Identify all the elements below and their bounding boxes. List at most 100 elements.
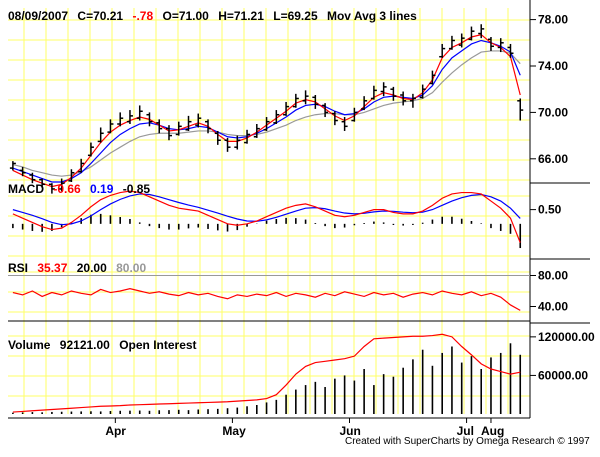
rsi-value-2: 20.00 bbox=[77, 261, 107, 275]
price-tick-label: 78.00 bbox=[538, 13, 568, 27]
price-bar bbox=[136, 105, 143, 121]
price-bar bbox=[185, 115, 192, 131]
price-bar bbox=[273, 110, 280, 124]
rsi-header: RSI 35.37 20.00 80.00 bbox=[8, 261, 146, 275]
price-tick-label: 74.00 bbox=[538, 59, 568, 73]
open-interest-line bbox=[12, 333, 521, 413]
volume-value: 92121.00 bbox=[60, 338, 110, 352]
price-bar bbox=[68, 169, 75, 182]
price-bar bbox=[380, 82, 387, 97]
price-bar bbox=[58, 178, 65, 192]
volume-tick-label: 120000.00 bbox=[538, 330, 595, 344]
open-interest-label: Open Interest bbox=[119, 338, 196, 352]
price-bar bbox=[156, 119, 163, 134]
price-bar bbox=[234, 135, 241, 150]
header-change: -.78 bbox=[132, 9, 153, 23]
price-bar bbox=[283, 101, 290, 116]
price-bar bbox=[448, 35, 455, 50]
grid bbox=[8, 8, 531, 414]
price-bar bbox=[390, 86, 397, 101]
price-bar bbox=[331, 111, 338, 126]
price-bar bbox=[361, 96, 368, 111]
price-bar bbox=[468, 26, 475, 41]
macd-signal-line bbox=[12, 193, 521, 226]
price-bar bbox=[253, 124, 260, 138]
price-bar bbox=[312, 95, 319, 109]
price-bar bbox=[322, 103, 329, 118]
month-tick-label: Jul bbox=[457, 424, 474, 438]
price-panel bbox=[9, 24, 524, 194]
price-bar bbox=[351, 107, 358, 122]
price-bar bbox=[409, 93, 416, 108]
price-bar bbox=[292, 93, 299, 108]
price-bar bbox=[39, 178, 46, 188]
price-bar bbox=[29, 172, 36, 184]
price-bar bbox=[224, 137, 231, 152]
price-bar bbox=[517, 98, 524, 121]
header-low: L=69.25 bbox=[273, 9, 318, 23]
rsi-tick-label: 80.00 bbox=[538, 269, 568, 283]
month-tick-label: Jun bbox=[339, 424, 360, 438]
price-bar bbox=[214, 130, 221, 145]
price-bar bbox=[458, 33, 465, 48]
price-bar bbox=[263, 117, 270, 131]
price-bar bbox=[175, 121, 182, 136]
rsi-tick-label: 40.00 bbox=[538, 300, 568, 314]
price-bar bbox=[419, 84, 426, 99]
macd-value-2: 0.19 bbox=[90, 182, 114, 196]
rsi-value-3: 80.00 bbox=[116, 261, 146, 275]
price-tick-label: 70.00 bbox=[538, 105, 568, 119]
price-bar bbox=[244, 129, 251, 144]
price-bar bbox=[400, 91, 407, 106]
price-bar bbox=[487, 37, 494, 51]
volume-header: Volume 92121.00 Open Interest bbox=[8, 338, 197, 352]
price-bar bbox=[497, 38, 504, 53]
price-bar bbox=[478, 24, 485, 39]
axis-labels: 78.00 74.00 70.00 66.00 0.50 80.00 40.00 120000… bbox=[105, 13, 595, 438]
rsi-line bbox=[12, 288, 521, 311]
header-open: O=71.00 bbox=[162, 9, 209, 23]
macd-label: MACD bbox=[8, 182, 44, 196]
price-bar bbox=[107, 119, 114, 134]
macd-value-1: -0.66 bbox=[53, 182, 81, 196]
macd-header: MACD -0.66 0.19 -0.85 bbox=[8, 182, 150, 196]
credit-text: Created with SuperCharts by Omega Resear… bbox=[345, 436, 590, 447]
ma-mid-line bbox=[12, 39, 521, 183]
volume-label: Volume bbox=[8, 338, 51, 352]
price-bar bbox=[78, 158, 85, 173]
rsi-value-1: 35.37 bbox=[37, 261, 67, 275]
price-bar bbox=[165, 125, 172, 141]
volume-tick-label: 60000.00 bbox=[538, 368, 588, 382]
macd-tick-label: 0.50 bbox=[538, 203, 562, 217]
price-bar bbox=[117, 112, 124, 127]
price-bar bbox=[97, 127, 104, 143]
price-bar bbox=[370, 85, 377, 100]
macd-panel bbox=[12, 190, 522, 249]
price-bar bbox=[205, 119, 212, 134]
price-bar bbox=[341, 117, 348, 131]
price-bar bbox=[302, 90, 309, 105]
price-bar bbox=[439, 43, 446, 58]
month-tick-label: Apr bbox=[105, 424, 126, 438]
month-tick-label: May bbox=[222, 424, 246, 438]
ma-slow-line bbox=[12, 50, 521, 177]
header-high: H=71.21 bbox=[218, 9, 264, 23]
price-bar bbox=[507, 43, 514, 58]
month-tick-label: Aug bbox=[481, 424, 504, 438]
panel-borders bbox=[8, 0, 590, 419]
macd-value-3: -0.85 bbox=[123, 182, 151, 196]
price-bar bbox=[195, 113, 202, 128]
price-bar bbox=[48, 183, 55, 194]
rsi-label: RSI bbox=[8, 261, 28, 275]
price-bar bbox=[146, 112, 153, 127]
macd-line bbox=[12, 190, 521, 243]
header-date: 08/09/2007 bbox=[8, 9, 68, 23]
price-bar bbox=[19, 166, 26, 177]
price-tick-label: 66.00 bbox=[538, 152, 568, 166]
ma-fast-line bbox=[12, 34, 521, 188]
price-bar bbox=[429, 70, 436, 85]
volume-panel bbox=[12, 333, 522, 414]
price-bar bbox=[87, 142, 94, 157]
rsi-panel bbox=[8, 275, 530, 322]
